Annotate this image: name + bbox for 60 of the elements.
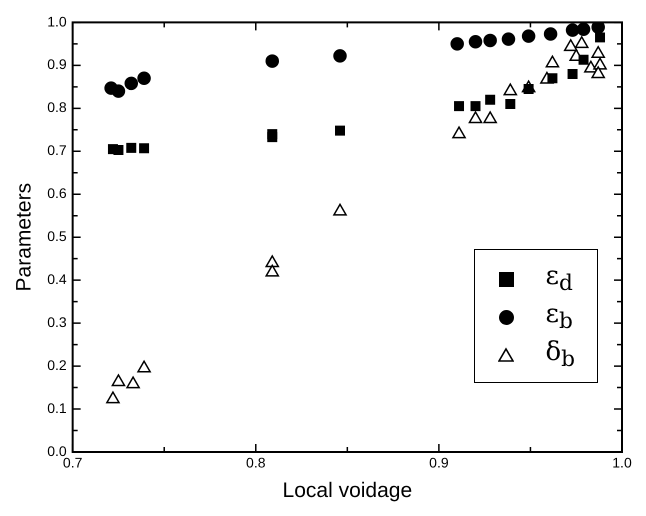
- point: [576, 22, 590, 36]
- y-tick-label: 0.7: [47, 142, 67, 158]
- point: [137, 360, 151, 372]
- point: [112, 84, 126, 98]
- y-tick-label: 0.0: [47, 442, 67, 459]
- x-tick-label: 0.8: [246, 454, 266, 470]
- y-tick-label: 1.0: [47, 13, 67, 30]
- point: [566, 23, 580, 37]
- point: [126, 142, 136, 153]
- point: [265, 264, 280, 277]
- point: [591, 66, 606, 78]
- point: [137, 72, 151, 85]
- x-axis-title: Local voidage: [282, 479, 412, 502]
- point: [485, 94, 496, 105]
- point: [454, 101, 464, 112]
- y-tick-label: 0.6: [47, 185, 67, 202]
- x-tick-label: 1.0: [612, 454, 632, 470]
- point: [591, 46, 606, 58]
- point: [505, 99, 516, 110]
- point: [595, 32, 606, 42]
- legend-label: ε$_{b}$: [545, 299, 573, 335]
- point: [578, 54, 589, 65]
- point: [483, 34, 497, 48]
- y-tick-label: 0.3: [47, 314, 67, 330]
- point: [574, 36, 589, 48]
- point: [568, 68, 578, 79]
- point: [544, 27, 558, 41]
- y-tick-label: 0.2: [47, 356, 67, 373]
- point: [470, 101, 481, 112]
- point: [502, 32, 516, 46]
- point: [522, 29, 536, 43]
- y-tick-label: 0.9: [47, 56, 67, 72]
- legend-label: ε$_{d}$: [545, 261, 573, 297]
- point: [468, 34, 482, 48]
- point: [450, 37, 464, 51]
- point: [113, 145, 124, 155]
- point: [468, 111, 482, 124]
- y-tick-label: 0.1: [47, 400, 67, 416]
- point: [335, 126, 345, 136]
- y-tick-label: 0.5: [47, 228, 67, 244]
- y-tick-label: 0.8: [47, 99, 67, 116]
- y-axis-title: Parameters: [12, 182, 36, 292]
- point: [126, 376, 140, 388]
- y-tick-label: 0.4: [47, 271, 67, 288]
- point: [112, 374, 126, 386]
- point: [106, 391, 120, 404]
- point: [564, 39, 578, 52]
- point: [483, 111, 497, 124]
- point: [503, 83, 518, 96]
- point: [333, 49, 347, 63]
- legend-label: δ$_{b}$: [545, 337, 575, 373]
- point: [265, 255, 280, 268]
- point: [333, 204, 347, 216]
- point: [452, 126, 466, 138]
- point: [267, 129, 278, 140]
- point: [266, 54, 280, 68]
- point: [591, 22, 605, 34]
- point: [124, 76, 138, 90]
- point: [139, 143, 150, 154]
- x-tick-label: 0.9: [429, 454, 449, 470]
